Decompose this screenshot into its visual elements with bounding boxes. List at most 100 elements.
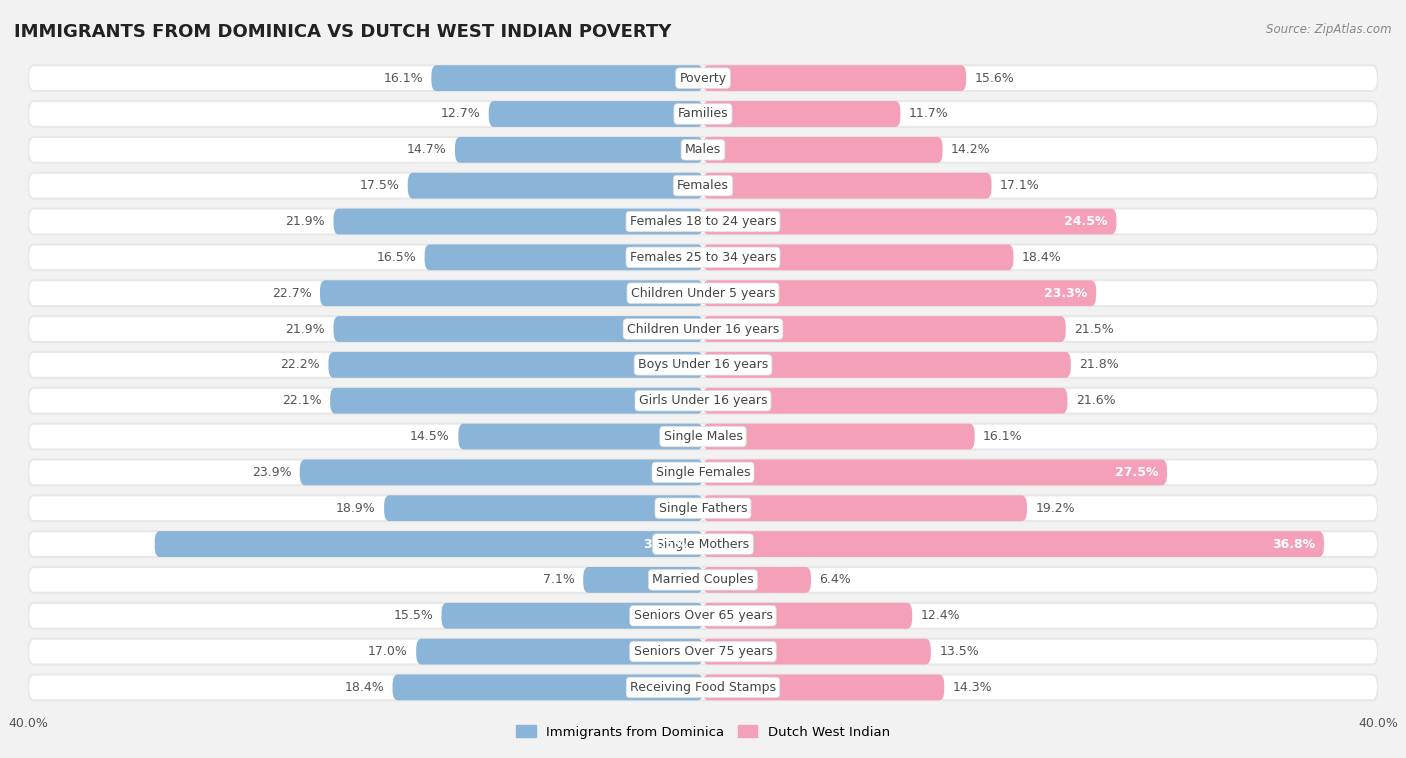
FancyBboxPatch shape xyxy=(489,101,703,127)
Text: 16.1%: 16.1% xyxy=(384,72,423,85)
FancyBboxPatch shape xyxy=(703,65,966,91)
FancyBboxPatch shape xyxy=(432,65,703,91)
Text: Married Couples: Married Couples xyxy=(652,573,754,587)
Text: 7.1%: 7.1% xyxy=(543,573,575,587)
Text: 14.3%: 14.3% xyxy=(953,681,993,694)
FancyBboxPatch shape xyxy=(456,137,703,163)
FancyBboxPatch shape xyxy=(28,137,1378,163)
Text: 16.5%: 16.5% xyxy=(377,251,416,264)
Text: 17.1%: 17.1% xyxy=(1000,179,1039,193)
FancyBboxPatch shape xyxy=(392,675,703,700)
FancyBboxPatch shape xyxy=(28,316,1378,342)
FancyBboxPatch shape xyxy=(28,208,1378,234)
FancyBboxPatch shape xyxy=(28,388,1378,414)
Text: Females: Females xyxy=(678,179,728,193)
FancyBboxPatch shape xyxy=(28,173,1378,199)
FancyBboxPatch shape xyxy=(425,244,703,271)
FancyBboxPatch shape xyxy=(329,352,703,377)
Text: Single Mothers: Single Mothers xyxy=(657,537,749,550)
FancyBboxPatch shape xyxy=(28,675,1378,700)
Text: 14.2%: 14.2% xyxy=(950,143,991,156)
Text: 24.5%: 24.5% xyxy=(1064,215,1108,228)
FancyBboxPatch shape xyxy=(703,137,942,163)
Text: Females 25 to 34 years: Females 25 to 34 years xyxy=(630,251,776,264)
FancyBboxPatch shape xyxy=(703,101,900,127)
Text: 23.3%: 23.3% xyxy=(1045,287,1088,299)
Text: Females 18 to 24 years: Females 18 to 24 years xyxy=(630,215,776,228)
Text: 22.2%: 22.2% xyxy=(280,359,321,371)
Text: 19.2%: 19.2% xyxy=(1035,502,1076,515)
Legend: Immigrants from Dominica, Dutch West Indian: Immigrants from Dominica, Dutch West Ind… xyxy=(516,725,890,739)
FancyBboxPatch shape xyxy=(703,459,1167,485)
FancyBboxPatch shape xyxy=(299,459,703,485)
FancyBboxPatch shape xyxy=(458,424,703,449)
Text: 21.8%: 21.8% xyxy=(1080,359,1119,371)
FancyBboxPatch shape xyxy=(28,244,1378,271)
FancyBboxPatch shape xyxy=(703,639,931,665)
FancyBboxPatch shape xyxy=(416,639,703,665)
Text: 23.9%: 23.9% xyxy=(252,466,291,479)
FancyBboxPatch shape xyxy=(321,280,703,306)
FancyBboxPatch shape xyxy=(28,459,1378,485)
Text: 21.9%: 21.9% xyxy=(285,323,325,336)
FancyBboxPatch shape xyxy=(28,352,1378,377)
Text: Receiving Food Stamps: Receiving Food Stamps xyxy=(630,681,776,694)
Text: Source: ZipAtlas.com: Source: ZipAtlas.com xyxy=(1267,23,1392,36)
Text: 22.7%: 22.7% xyxy=(271,287,312,299)
Text: 36.8%: 36.8% xyxy=(1272,537,1316,550)
Text: 12.7%: 12.7% xyxy=(440,108,481,121)
Text: 14.5%: 14.5% xyxy=(411,430,450,443)
Text: Girls Under 16 years: Girls Under 16 years xyxy=(638,394,768,407)
FancyBboxPatch shape xyxy=(384,495,703,522)
Text: 14.7%: 14.7% xyxy=(406,143,447,156)
Text: 18.4%: 18.4% xyxy=(344,681,384,694)
Text: 16.1%: 16.1% xyxy=(983,430,1022,443)
Text: Seniors Over 65 years: Seniors Over 65 years xyxy=(634,609,772,622)
FancyBboxPatch shape xyxy=(28,101,1378,127)
Text: Males: Males xyxy=(685,143,721,156)
FancyBboxPatch shape xyxy=(703,208,1116,234)
FancyBboxPatch shape xyxy=(28,567,1378,593)
FancyBboxPatch shape xyxy=(28,603,1378,628)
FancyBboxPatch shape xyxy=(703,280,1097,306)
Text: 18.4%: 18.4% xyxy=(1022,251,1062,264)
FancyBboxPatch shape xyxy=(28,65,1378,91)
Text: Single Females: Single Females xyxy=(655,466,751,479)
Text: 15.5%: 15.5% xyxy=(394,609,433,622)
Text: 17.5%: 17.5% xyxy=(360,179,399,193)
Text: Single Males: Single Males xyxy=(664,430,742,443)
Text: 32.5%: 32.5% xyxy=(643,537,686,550)
FancyBboxPatch shape xyxy=(583,567,703,593)
Text: 21.5%: 21.5% xyxy=(1074,323,1114,336)
Text: Poverty: Poverty xyxy=(679,72,727,85)
FancyBboxPatch shape xyxy=(703,675,945,700)
FancyBboxPatch shape xyxy=(703,352,1071,377)
Text: Seniors Over 75 years: Seniors Over 75 years xyxy=(634,645,772,658)
Text: Children Under 5 years: Children Under 5 years xyxy=(631,287,775,299)
FancyBboxPatch shape xyxy=(330,388,703,414)
Text: IMMIGRANTS FROM DOMINICA VS DUTCH WEST INDIAN POVERTY: IMMIGRANTS FROM DOMINICA VS DUTCH WEST I… xyxy=(14,23,672,41)
FancyBboxPatch shape xyxy=(703,173,991,199)
FancyBboxPatch shape xyxy=(703,531,1324,557)
Text: 17.0%: 17.0% xyxy=(368,645,408,658)
FancyBboxPatch shape xyxy=(28,280,1378,306)
FancyBboxPatch shape xyxy=(441,603,703,628)
FancyBboxPatch shape xyxy=(333,316,703,342)
FancyBboxPatch shape xyxy=(703,603,912,628)
Text: 13.5%: 13.5% xyxy=(939,645,979,658)
Text: 21.9%: 21.9% xyxy=(285,215,325,228)
FancyBboxPatch shape xyxy=(703,316,1066,342)
FancyBboxPatch shape xyxy=(703,495,1026,522)
Text: Boys Under 16 years: Boys Under 16 years xyxy=(638,359,768,371)
FancyBboxPatch shape xyxy=(28,495,1378,522)
FancyBboxPatch shape xyxy=(408,173,703,199)
Text: 15.6%: 15.6% xyxy=(974,72,1014,85)
Text: 12.4%: 12.4% xyxy=(921,609,960,622)
FancyBboxPatch shape xyxy=(703,567,811,593)
Text: 11.7%: 11.7% xyxy=(908,108,949,121)
Text: 6.4%: 6.4% xyxy=(820,573,851,587)
Text: Single Fathers: Single Fathers xyxy=(659,502,747,515)
FancyBboxPatch shape xyxy=(703,244,1014,271)
FancyBboxPatch shape xyxy=(703,388,1067,414)
FancyBboxPatch shape xyxy=(155,531,703,557)
